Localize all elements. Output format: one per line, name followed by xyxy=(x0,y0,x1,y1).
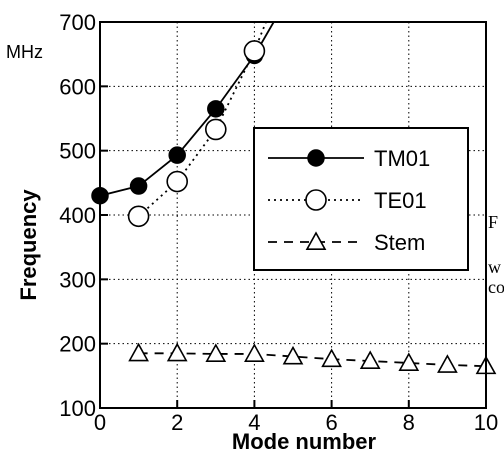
legend-marker xyxy=(307,149,325,167)
data-point xyxy=(282,345,304,365)
x-axis-title: Mode number xyxy=(232,429,377,454)
data-point xyxy=(243,40,266,62)
x-tick-label: 2 xyxy=(171,410,183,435)
data-point xyxy=(205,118,227,141)
side-text-fragment: F xyxy=(488,212,498,232)
data-point xyxy=(207,100,225,118)
x-tick-label: 8 xyxy=(403,410,415,435)
y-tick-label: 100 xyxy=(59,396,96,421)
x-tick-label: 0 xyxy=(94,410,106,435)
data-point xyxy=(128,342,149,362)
y-tick-label: 300 xyxy=(59,267,96,292)
series-layer xyxy=(91,22,497,375)
data-point xyxy=(127,205,150,228)
y-tick-label: 600 xyxy=(59,74,96,99)
side-text-fragment: w xyxy=(488,257,501,277)
legend: TM01 TE01 Stem xyxy=(253,127,469,271)
data-point xyxy=(321,348,342,368)
y-axis-title: Frequency xyxy=(16,189,41,301)
data-point xyxy=(166,342,188,362)
data-point xyxy=(359,350,381,370)
x-tick-label: 10 xyxy=(474,410,498,435)
side-text-fragment: co xyxy=(488,277,504,297)
data-point xyxy=(166,170,188,193)
y-tick-label: 200 xyxy=(59,332,96,357)
tick-layer: 0 2 4 6 8 10 100 200 300 400 500 600 700 xyxy=(59,10,498,435)
legend-label: TM01 xyxy=(374,146,430,171)
data-point xyxy=(168,146,186,164)
y-tick-label: 400 xyxy=(59,203,96,228)
legend-box xyxy=(253,127,469,271)
data-point xyxy=(129,177,148,195)
legend-label: TE01 xyxy=(374,188,427,213)
series-line xyxy=(138,352,486,368)
legend-label: Stem xyxy=(374,230,425,255)
grid xyxy=(100,22,486,408)
data-point xyxy=(398,352,420,371)
y-tick-label: 700 xyxy=(59,10,96,35)
x-tick-label: 6 xyxy=(325,410,337,435)
data-point xyxy=(205,343,227,362)
data-point xyxy=(437,354,458,373)
x-tick-label: 4 xyxy=(248,410,260,435)
legend-marker xyxy=(305,231,327,250)
data-point xyxy=(244,343,265,362)
series-stem xyxy=(138,352,486,368)
legend-marker xyxy=(305,189,327,211)
y-tick-label: 500 xyxy=(59,139,96,164)
y-axis-unit: MHz xyxy=(6,42,43,62)
